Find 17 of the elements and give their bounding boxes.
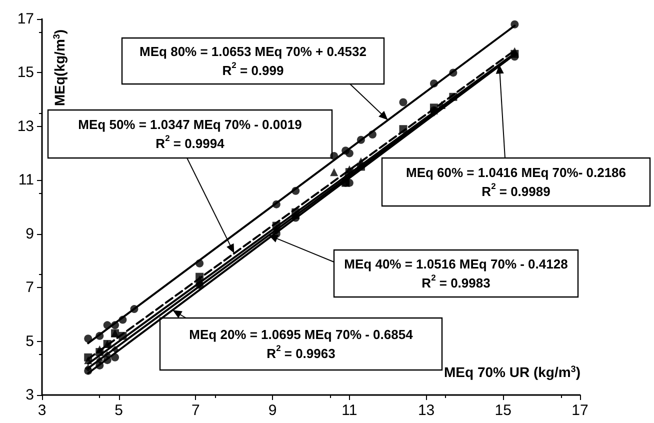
y-tick-label: 17 [17,10,34,28]
y-tick-label: 7 [26,279,34,296]
x-tick-label: 17 [572,402,588,419]
x-tick-label: 9 [268,402,277,419]
x-tick-label: 15 [494,402,512,419]
y-tick-label: 15 [17,64,34,82]
x-tick-label: 13 [418,402,435,419]
y-tick-label: 3 [26,386,34,404]
x-tick-label: 3 [38,402,46,419]
x-tick-label: 5 [114,402,124,419]
y-tick-label: 9 [26,225,34,242]
x-tick-label: 7 [192,402,200,419]
x-tick-label: 11 [342,402,358,419]
y-tick-label: 5 [26,332,34,350]
y-tick-label: 13 [17,118,34,135]
y-tick-label: 11 [18,172,34,189]
y-axis-title: MEq(kg/m3) [52,29,68,106]
